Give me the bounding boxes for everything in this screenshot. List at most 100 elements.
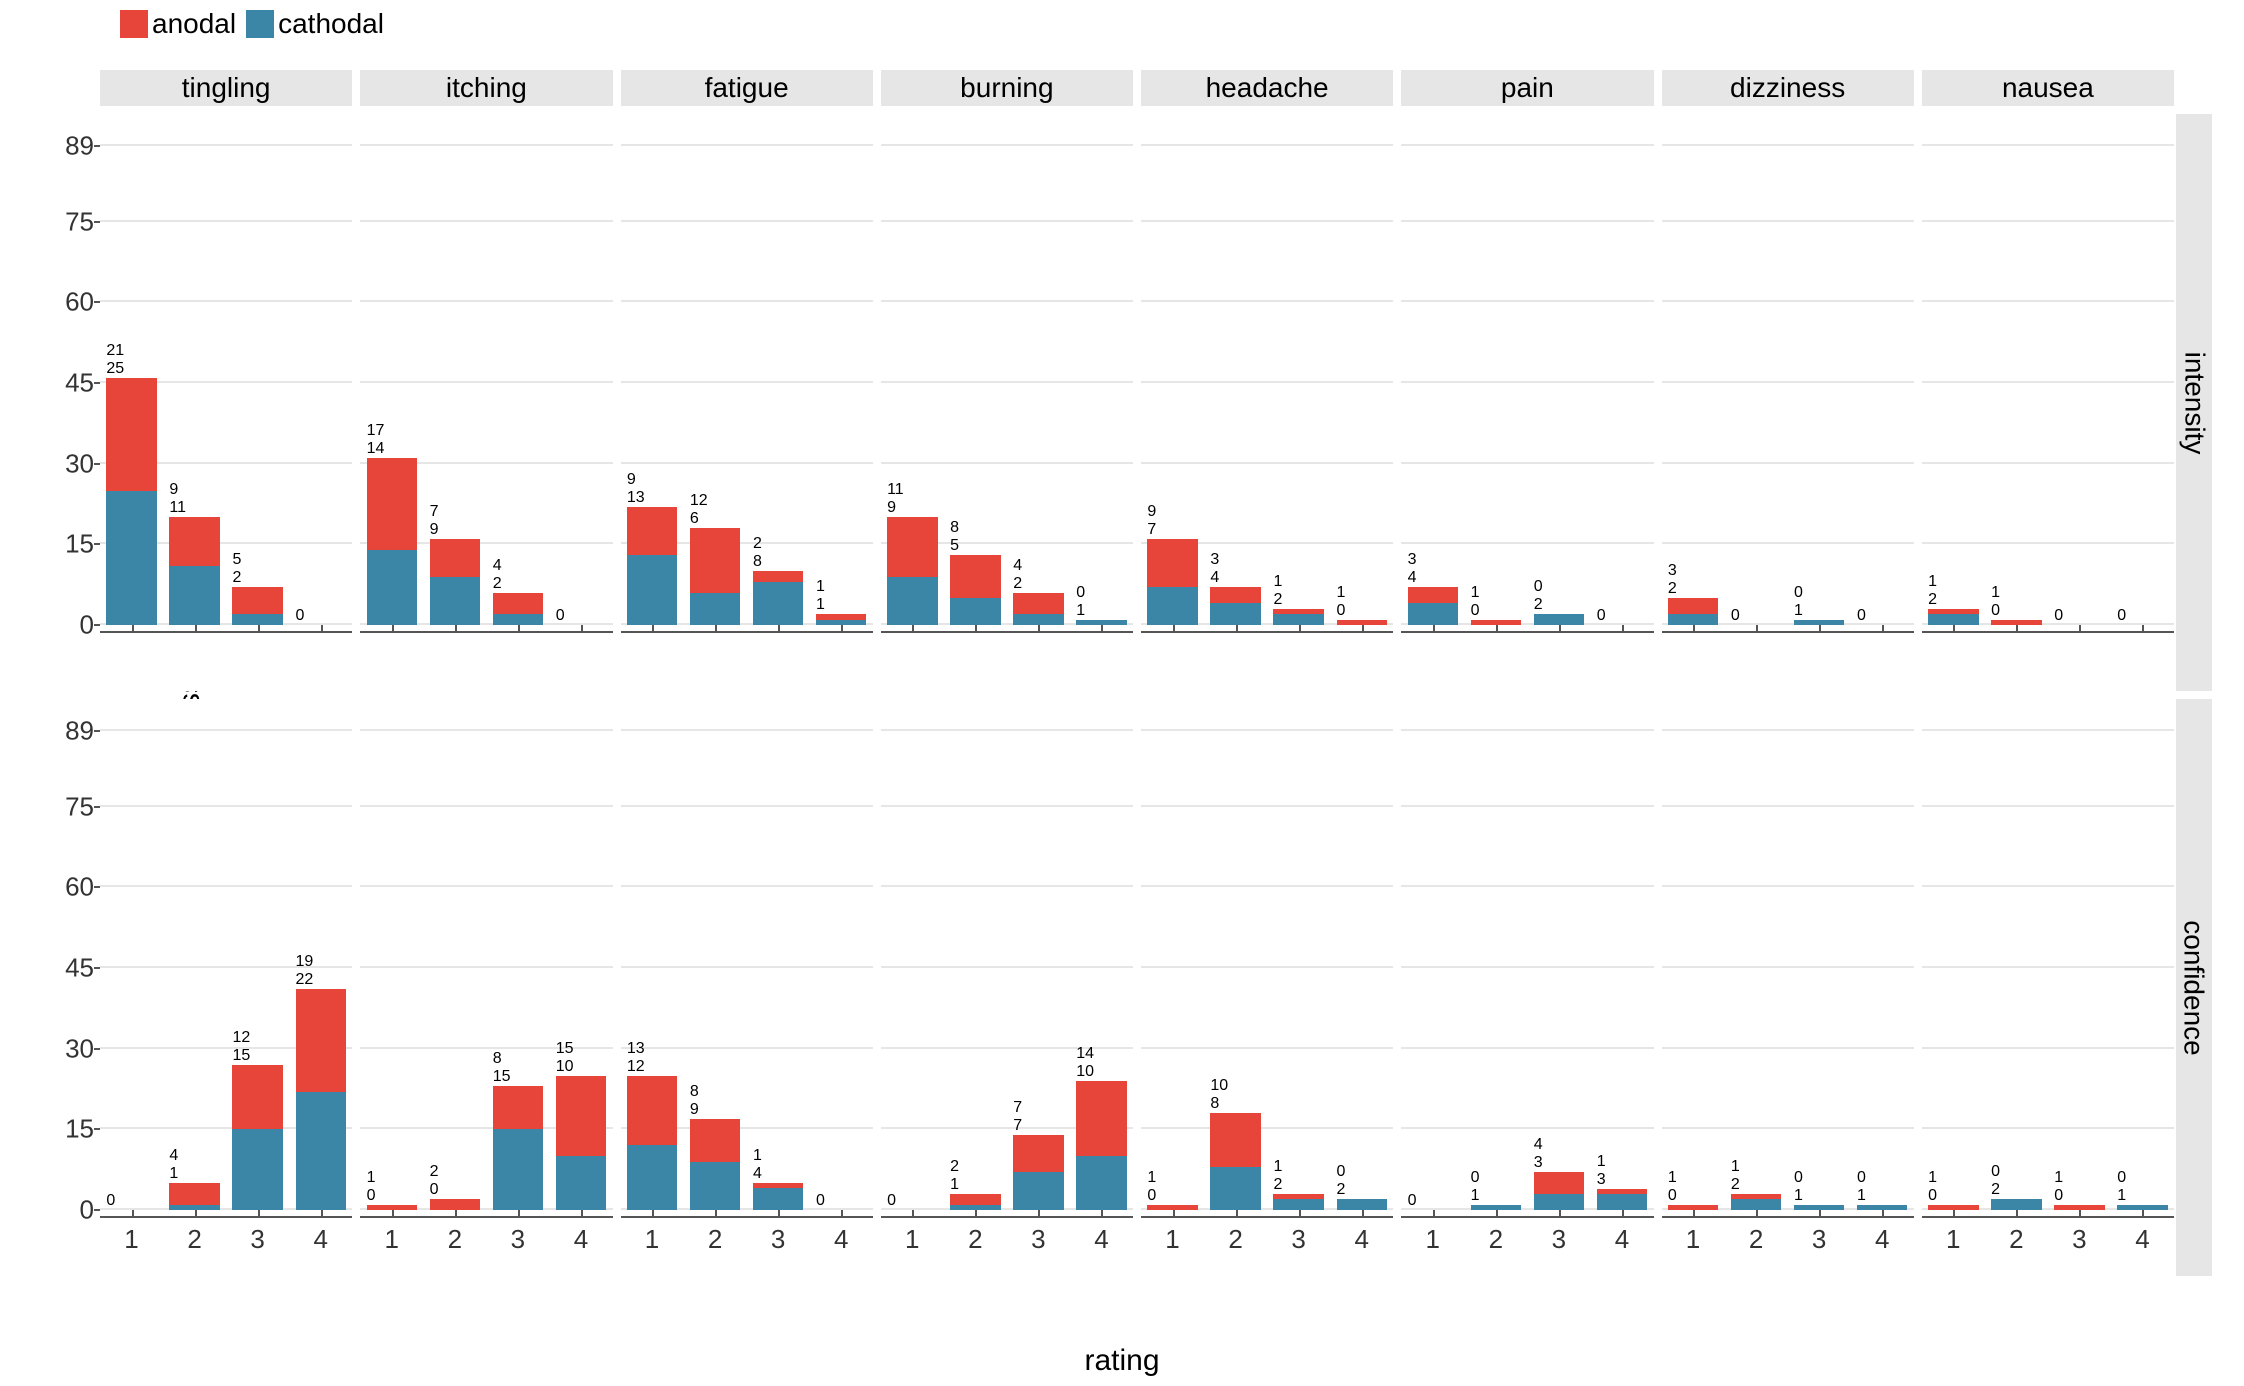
x-ticks: 1234 (1401, 1216, 1653, 1276)
bar-stack: 43 (1408, 551, 1458, 625)
y-tick-label: 45 (50, 367, 94, 398)
bar-segment-anodal (493, 1086, 543, 1129)
bar-slot: 119 (163, 114, 226, 625)
value-label-anodal: 2 (753, 535, 803, 553)
bar-stack: 20 (1991, 1163, 2041, 1210)
bar-stack: 0 (816, 1192, 866, 1210)
chart-root: anodalcathodal number of sessions report… (0, 0, 2244, 1386)
value-label-cathodal: 2 (1273, 591, 1323, 609)
panel-confidence-pain: 01034311234 (1401, 699, 1653, 1276)
x-tick: 1 (621, 1216, 684, 1276)
x-tick: 3 (747, 1216, 810, 1276)
value-label-cathodal: 1 (1794, 602, 1844, 620)
value-label-cathodal: 4 (1408, 569, 1458, 587)
value-label-cathodal: 2 (1731, 1176, 1781, 1194)
bar-slot: 79 (1141, 114, 1204, 625)
bar-slot: 02 (423, 699, 486, 1210)
bar-stack: 0 (296, 607, 346, 625)
x-tick: 2 (423, 1216, 486, 1276)
bar-segment-cathodal (1991, 1199, 2041, 1210)
bar-stack: 23 (1668, 562, 1718, 625)
value-label-cathodal: 9 (430, 521, 480, 539)
x-tick (1922, 631, 1985, 691)
value-label-cathodal: 6 (690, 510, 740, 528)
value-label-cathodal: 0 (2054, 607, 2104, 625)
plot-area: 01211010 (1662, 699, 1914, 1210)
bar-segment-cathodal (1013, 614, 1063, 625)
value-label-cathodal: 0 (816, 1192, 866, 1210)
bar-segment-cathodal (1337, 1199, 1387, 1210)
value-label-cathodal: 0 (430, 1181, 480, 1199)
y-tick-label: 45 (50, 952, 94, 983)
value-label-anodal: 13 (627, 1040, 677, 1058)
bar-stack: 0 (1857, 607, 1907, 625)
bar-stack: 21 (1273, 1158, 1323, 1210)
value-label-cathodal: 2 (1337, 1181, 1387, 1199)
bar-slot: 01 (1922, 699, 1985, 1210)
bar-segment-cathodal (1534, 1194, 1584, 1210)
bar-stack: 119 (169, 481, 219, 625)
bar-segment-cathodal (1210, 1167, 1260, 1210)
bar-segment-anodal (1731, 1194, 1781, 1199)
x-tick: 4 (2111, 1216, 2174, 1276)
value-label-anodal: 9 (169, 481, 219, 499)
bar-slot: 21 (1922, 114, 1985, 625)
value-label-anodal: 2 (430, 1163, 480, 1181)
bar-segment-cathodal (1273, 1199, 1323, 1210)
col-facet-header-headache: headache (1141, 70, 1393, 106)
bar-segment-cathodal (1928, 614, 1978, 625)
bar-slot: 158 (486, 699, 549, 1210)
bar-stack: 01 (1668, 1169, 1718, 1210)
value-label-anodal: 8 (690, 1083, 740, 1101)
bar-stack: 97 (430, 503, 480, 625)
bar-segment-anodal (1408, 587, 1458, 603)
bar-slot: 1417 (360, 114, 423, 625)
bar-segment-anodal (367, 458, 417, 549)
bar-slot: 0 (881, 699, 944, 1210)
value-label-cathodal: 13 (627, 489, 677, 507)
bars: 141797240 (360, 114, 612, 625)
bar-slot: 97 (423, 114, 486, 625)
x-tick (289, 631, 352, 691)
bar-segment-anodal (816, 614, 866, 619)
bar-stack: 0 (1731, 607, 1781, 625)
x-tick: 3 (1267, 1216, 1330, 1276)
x-tick: 1 (100, 1216, 163, 1276)
value-label-anodal: 0 (1991, 1163, 2041, 1181)
bar-segment-anodal (1013, 1135, 1063, 1173)
value-label-anodal: 0 (1337, 1163, 1387, 1181)
bar-segment-anodal (1210, 587, 1260, 603)
value-label-anodal: 0 (1471, 1169, 1521, 1187)
value-label-anodal: 0 (1857, 1169, 1907, 1187)
value-label-cathodal: 10 (556, 1058, 606, 1076)
bar-slot: 1213 (621, 699, 684, 1210)
bar-stack: 14 (169, 1147, 219, 1210)
x-tick (360, 631, 423, 691)
value-label-cathodal: 0 (1597, 607, 1647, 625)
bar-segment-anodal (1147, 539, 1197, 587)
legend-label: anodal (152, 8, 236, 40)
bar-stack: 10 (1857, 1169, 1907, 1210)
bar-slot: 10 (1788, 114, 1851, 625)
value-label-cathodal: 1 (1471, 1187, 1521, 1205)
value-label-cathodal: 15 (232, 1047, 282, 1065)
bar-slot: 0 (289, 114, 352, 625)
bar-segment-cathodal (1534, 614, 1584, 625)
value-label-anodal: 8 (950, 519, 1000, 537)
value-label-cathodal: 2 (232, 569, 282, 587)
bar-segment-anodal (950, 555, 1000, 598)
x-tick (1330, 631, 1393, 691)
value-label-cathodal: 8 (753, 553, 803, 571)
bar-stack: 21 (1731, 1158, 1781, 1210)
panel-intensity-burning: 911582410 (881, 114, 1133, 691)
value-label-anodal: 12 (232, 1029, 282, 1047)
value-label-cathodal: 0 (1668, 1187, 1718, 1205)
bar-segment-cathodal (627, 1145, 677, 1210)
x-tick: 2 (1985, 1216, 2048, 1276)
plot-area: 018102120 (1141, 699, 1393, 1210)
value-label-anodal: 0 (1794, 584, 1844, 602)
value-label-anodal: 7 (430, 503, 480, 521)
x-tick (1007, 631, 1070, 691)
value-label-anodal: 7 (1013, 1099, 1063, 1117)
value-label-cathodal: 14 (367, 440, 417, 458)
